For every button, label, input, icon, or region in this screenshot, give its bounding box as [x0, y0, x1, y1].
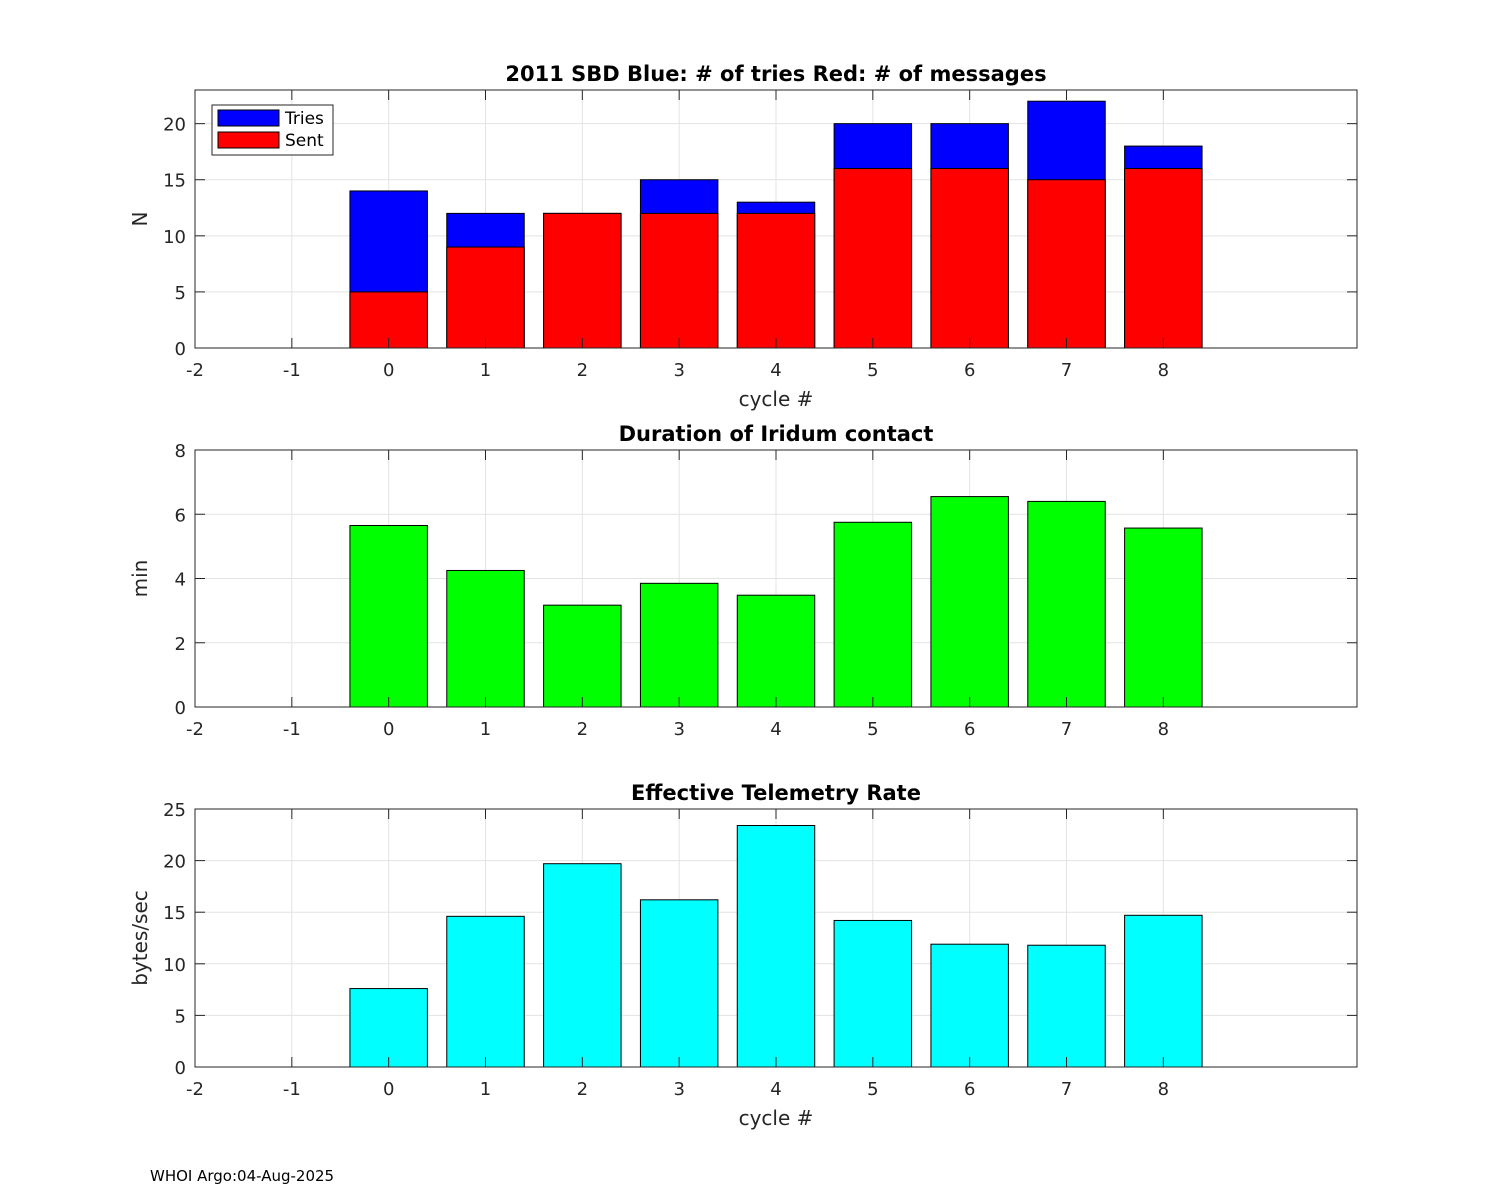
- x-tick-label: 4: [770, 719, 781, 740]
- y-axis-label: bytes/sec: [128, 890, 152, 986]
- chart-2: -2 -1 0 1 2 3 4 5 6 7 8 0 2 4 6 8 Duration of Iridum con…: [128, 422, 1358, 740]
- y-tick-label: 0: [175, 1058, 186, 1079]
- x-tick-label: -1: [283, 719, 301, 740]
- bar-sent-1: [446, 246, 525, 349]
- x-tick-label: 6: [964, 719, 975, 740]
- bar-duration-4: [736, 594, 816, 708]
- chart-title: Effective Telemetry Rate: [631, 781, 921, 805]
- legend-label-sent: Sent: [285, 131, 324, 151]
- x-tick-label: 5: [867, 360, 878, 381]
- y-tick-label: 4: [175, 570, 186, 591]
- x-tick-label: 6: [964, 360, 975, 381]
- x-tick-label: 7: [1061, 1079, 1072, 1100]
- chart-3: -2 -1 0 1 2 3 4 5 6 7 8 0 5 10 15 20 25 Effective Telemet…: [128, 781, 1358, 1130]
- x-tick-label: 3: [673, 719, 684, 740]
- bar-rate-5: [833, 919, 913, 1068]
- legend-swatch-sent: [217, 131, 280, 149]
- bar-sent-2: [543, 212, 622, 349]
- x-axis-label: cycle #: [739, 1106, 814, 1130]
- y-tick-label: 5: [175, 283, 186, 304]
- x-tick-label: -2: [186, 719, 204, 740]
- bar-sent-6: [930, 168, 1009, 349]
- x-tick-label: 1: [480, 1079, 491, 1100]
- x-tick-label: -2: [186, 1079, 204, 1100]
- chart-title: Duration of Iridum contact: [619, 422, 934, 446]
- x-tick-label: -2: [186, 360, 204, 381]
- bar-duration-3: [639, 582, 719, 708]
- x-tick-label: 7: [1061, 719, 1072, 740]
- y-axis-label: min: [128, 560, 152, 598]
- bar-rate-2: [543, 863, 622, 1068]
- x-tick-label: 3: [673, 360, 684, 381]
- legend-swatch-tries: [217, 109, 280, 127]
- x-tick-label: -1: [283, 360, 301, 381]
- bar-sent-3: [639, 212, 719, 349]
- bar-duration-2: [543, 604, 622, 708]
- y-tick-label: 6: [175, 505, 186, 526]
- y-tick-label: 20: [163, 115, 186, 136]
- bar-rate-8: [1124, 914, 1203, 1068]
- y-tick-label: 0: [175, 698, 186, 719]
- x-tick-label: 5: [867, 1079, 878, 1100]
- y-tick-label: 15: [163, 903, 186, 924]
- bar-rate-6: [930, 943, 1009, 1068]
- bar-duration-0: [349, 524, 428, 708]
- x-tick-label: 2: [577, 1079, 588, 1100]
- chart-1: -2 -1 0 1 2 3 4 5 6 7 8 0 5 10 15 20 2011 SBD Blue: # of…: [128, 62, 1358, 411]
- x-tick-label: 1: [480, 360, 491, 381]
- x-tick-label: 8: [1158, 1079, 1169, 1100]
- bar-rate-0: [349, 988, 428, 1068]
- y-tick-label: 0: [175, 339, 186, 360]
- bar-rate-7: [1027, 944, 1106, 1068]
- x-tick-label: 8: [1158, 719, 1169, 740]
- bar-rate-3: [639, 899, 719, 1068]
- bar-duration-6: [930, 496, 1009, 708]
- x-tick-label: 0: [383, 719, 394, 740]
- bar-duration-8: [1124, 527, 1203, 708]
- y-tick-label: 10: [163, 227, 186, 248]
- x-tick-label: 4: [770, 360, 781, 381]
- x-tick-label: 6: [964, 1079, 975, 1100]
- x-tick-label: 2: [577, 719, 588, 740]
- bar-rate-1: [446, 915, 525, 1068]
- legend-label-tries: Tries: [284, 109, 324, 129]
- x-tick-label: 0: [383, 1079, 394, 1100]
- y-tick-label: 2: [175, 634, 186, 655]
- x-tick-label: 3: [673, 1079, 684, 1100]
- bar-duration-1: [446, 569, 525, 708]
- bar-sent-5: [833, 168, 913, 349]
- footer-label: WHOI Argo:04-Aug-2025: [150, 1167, 335, 1185]
- y-axis-label: N: [128, 212, 152, 227]
- bar-sent-7: [1027, 179, 1106, 349]
- bar-duration-5: [833, 521, 913, 708]
- bar-sent-4: [736, 212, 816, 349]
- x-tick-label: 1: [480, 719, 491, 740]
- x-tick-label: 2: [577, 360, 588, 381]
- bar-duration-7: [1027, 500, 1106, 708]
- bar-rate-4: [736, 825, 816, 1068]
- y-tick-label: 20: [163, 852, 186, 873]
- x-tick-label: 4: [770, 1079, 781, 1100]
- chart-title: 2011 SBD Blue: # of tries Red: # of mess…: [505, 62, 1046, 86]
- y-tick-label: 10: [163, 955, 186, 976]
- x-tick-label: 8: [1158, 360, 1169, 381]
- x-tick-label: 5: [867, 719, 878, 740]
- y-tick-label: 15: [163, 171, 186, 192]
- x-tick-label: -1: [283, 1079, 301, 1100]
- x-tick-label: 0: [383, 360, 394, 381]
- y-tick-label: 25: [163, 800, 186, 821]
- y-tick-label: 5: [175, 1006, 186, 1027]
- bar-sent-8: [1124, 168, 1203, 349]
- x-axis-label: cycle #: [739, 387, 814, 411]
- x-tick-label: 7: [1061, 360, 1072, 381]
- y-tick-label: 8: [175, 441, 186, 462]
